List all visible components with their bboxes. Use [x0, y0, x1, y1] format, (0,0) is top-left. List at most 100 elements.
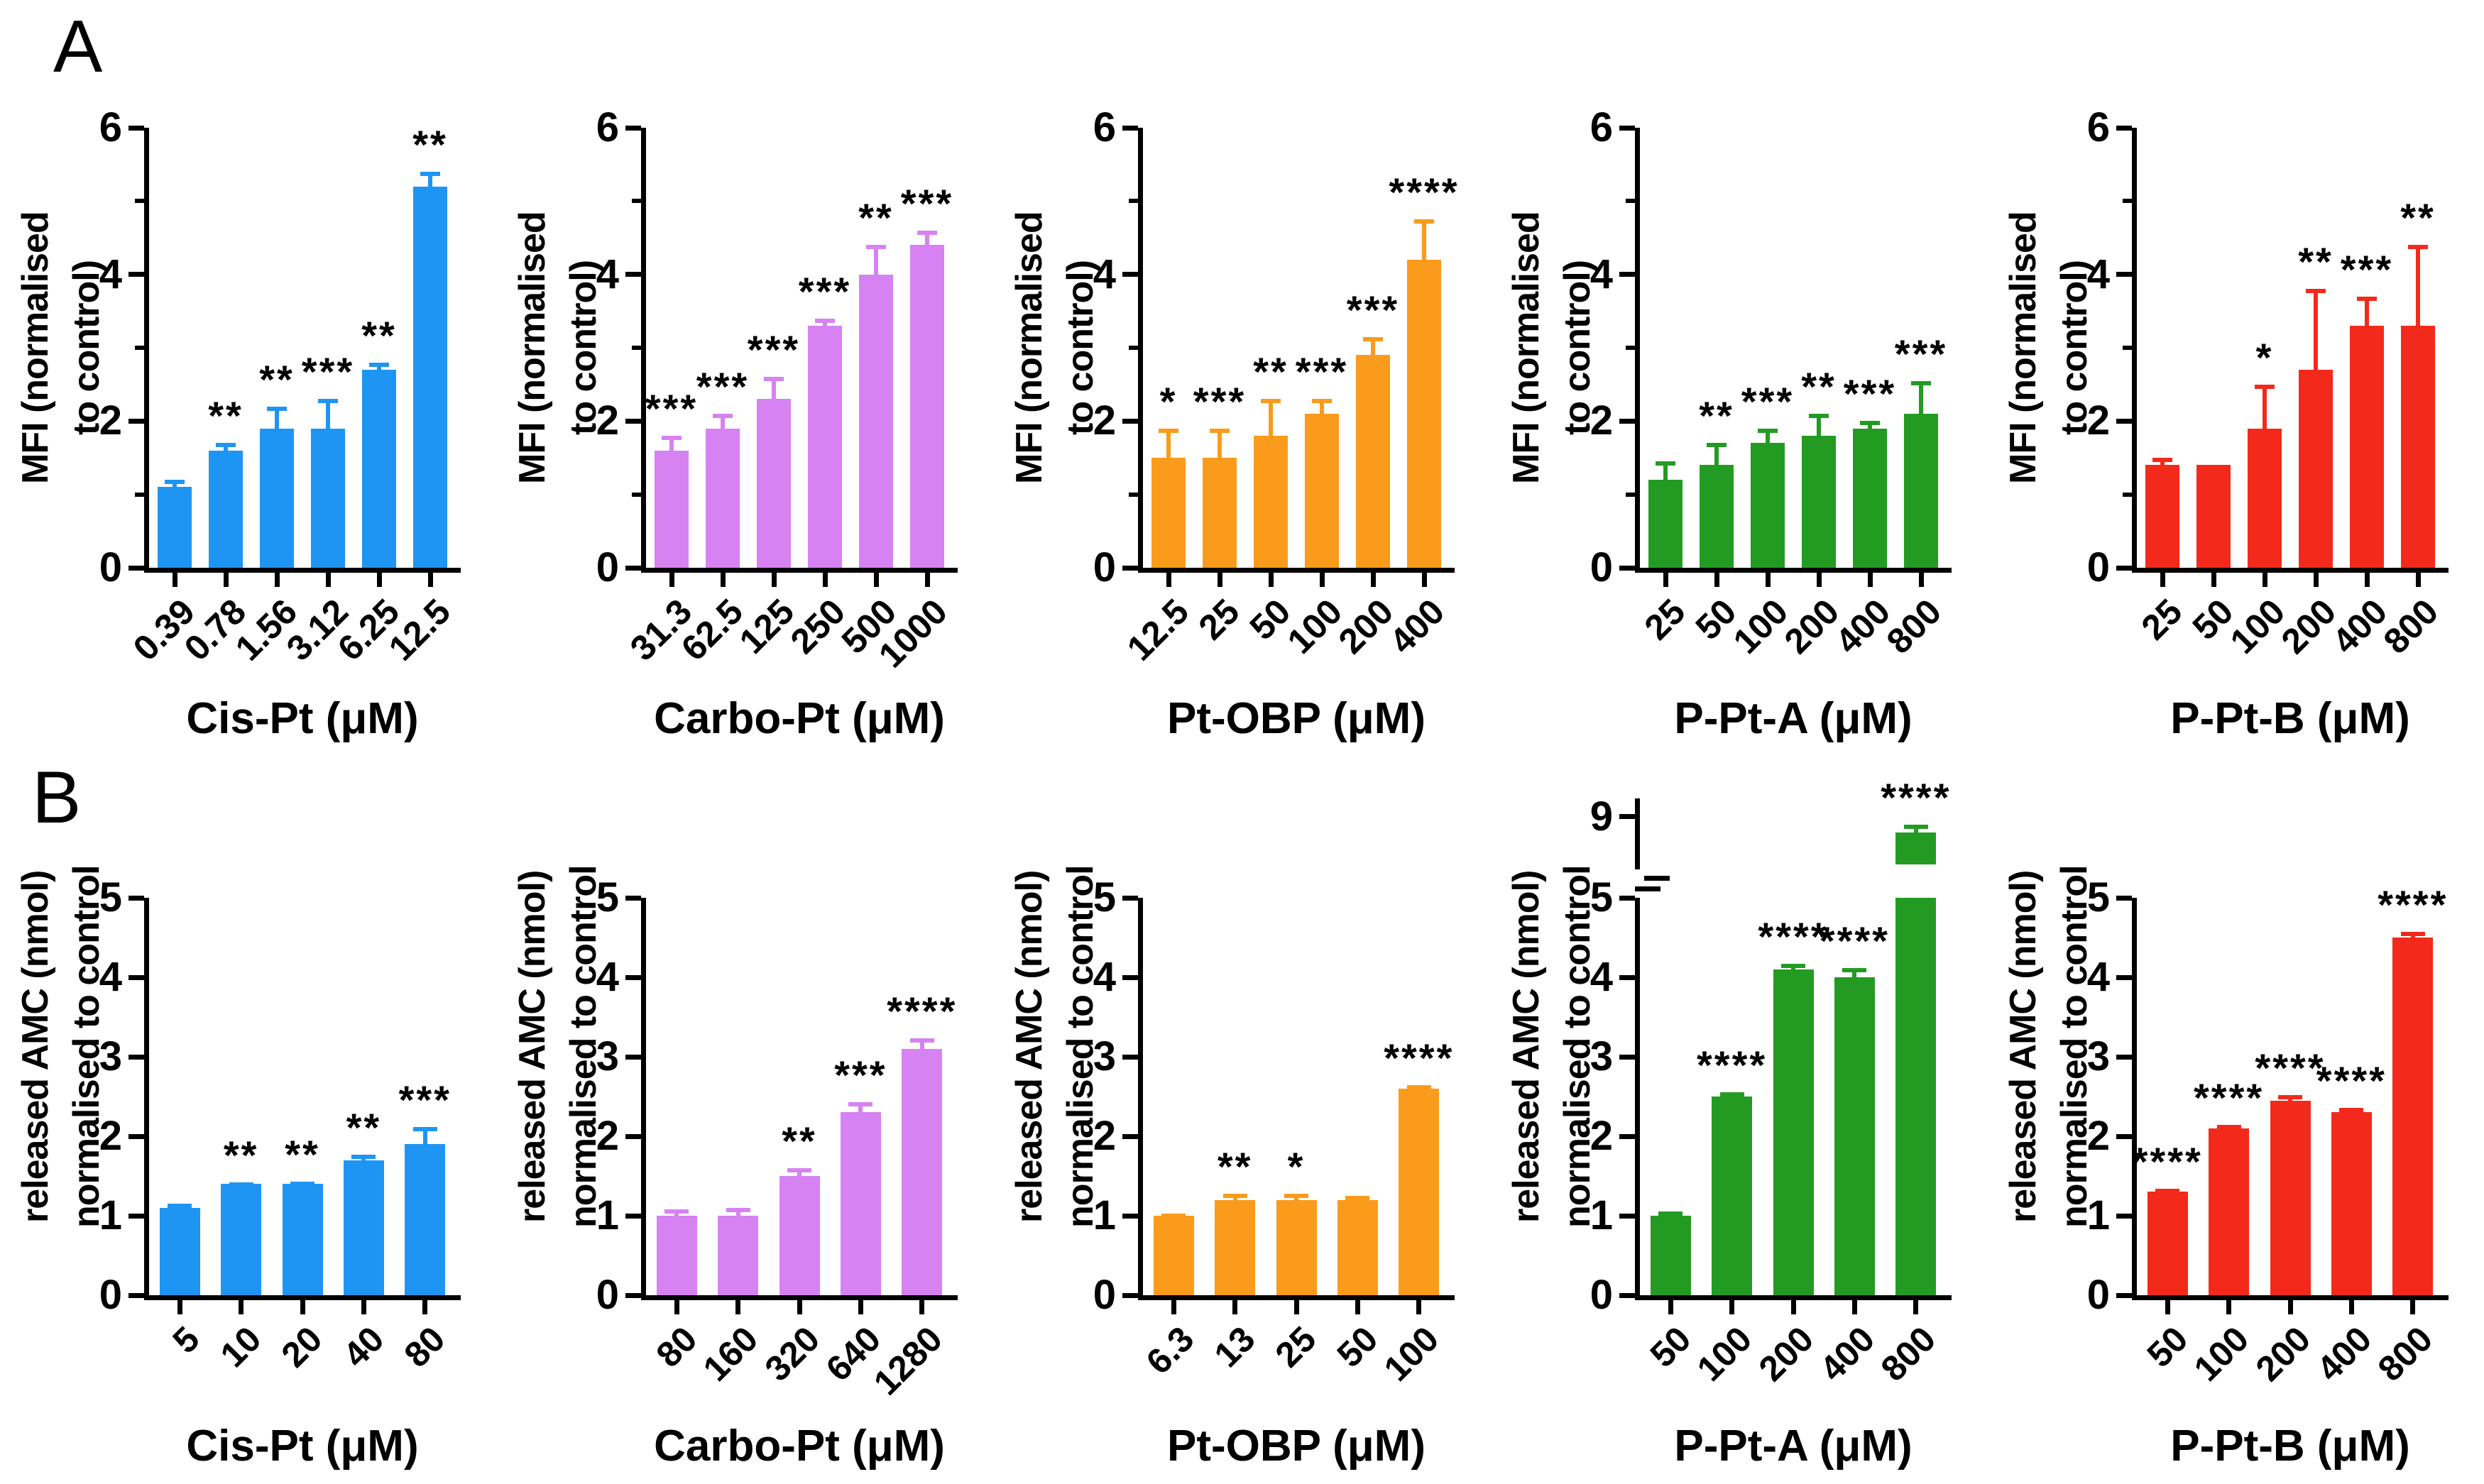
x-axis-title: Cis-Pt (μM): [186, 694, 419, 743]
significance-stars: ***: [747, 327, 801, 373]
y-axis-label-line: released AMC (nmol): [512, 870, 553, 1224]
y-minor-tick: [632, 492, 641, 497]
x-tick: [735, 1300, 741, 1314]
x-axis-line: [144, 1295, 461, 1300]
y-axis-label-line: MFI (normalised: [1009, 211, 1050, 484]
x-axis-title: Cis-Pt (μM): [186, 1422, 419, 1471]
significance-stars: *: [1287, 1143, 1306, 1189]
y-tick-label: 4: [1590, 954, 1613, 1000]
y-tick: [1619, 895, 1635, 901]
y-tick: [1619, 1054, 1635, 1060]
x-tick: [1268, 573, 1274, 587]
y-tick: [1619, 272, 1635, 277]
y-tick-label: 0: [2086, 544, 2110, 590]
y-tick-label: 3: [596, 1033, 619, 1079]
y-tick-label: 1: [1093, 1192, 1116, 1238]
error-bar-cap: [420, 172, 441, 176]
y-tick-label: 1: [596, 1192, 619, 1238]
y-tick-label: 4: [2086, 954, 2110, 1000]
y-tick-label: 2: [1590, 397, 1613, 444]
bar: [718, 1216, 759, 1295]
error-bar-cap: [290, 1181, 315, 1186]
y-axis-label-line: released AMC (nmol): [15, 870, 56, 1224]
bar: [2248, 428, 2282, 568]
x-tick: [361, 1300, 366, 1314]
bar: [1305, 414, 1339, 568]
y-axis-line: [1635, 128, 1640, 568]
x-tick: [1668, 1300, 1673, 1314]
bar: [1203, 458, 1237, 568]
significance-stars: **: [858, 195, 894, 241]
error-bar-cap: [2216, 1125, 2241, 1130]
y-tick: [2116, 1133, 2132, 1139]
error-bar-cap: [2339, 1107, 2364, 1112]
bar: [2270, 1100, 2311, 1295]
x-tick-label: 400: [1381, 591, 1452, 661]
bar: [2350, 326, 2384, 568]
error-bar-cap: [368, 362, 390, 367]
x-tick: [172, 573, 177, 587]
x-tick: [674, 1300, 679, 1314]
significance-stars: ***: [798, 268, 852, 314]
bar: [1904, 414, 1938, 568]
y-tick: [2116, 1054, 2132, 1060]
y-tick: [625, 1054, 641, 1060]
y-tick: [1122, 1054, 1138, 1060]
y-tick-label: 4: [1093, 954, 1116, 1000]
error-bar-cap: [215, 443, 236, 448]
y-tick: [625, 272, 641, 277]
error-bar: [428, 172, 432, 187]
x-tick: [1867, 573, 1873, 587]
y-tick-label: 4: [1093, 251, 1116, 297]
error-bar-cap: [848, 1101, 873, 1106]
x-axis-title: P-Pt-A (μM): [1674, 694, 1913, 743]
y-tick: [1122, 272, 1138, 277]
x-axis-line: [641, 568, 958, 573]
x-tick: [1171, 1300, 1176, 1314]
x-tick: [2160, 573, 2165, 587]
bar: [260, 428, 294, 568]
x-axis-line: [2132, 568, 2449, 573]
x-tick: [2165, 1300, 2170, 1314]
significance-stars: **: [2400, 195, 2436, 241]
bar: [1802, 436, 1836, 568]
y-axis-label: MFI (normalised to control): [1004, 128, 1110, 568]
error-bar: [1852, 967, 1857, 977]
x-tick-label: 20: [273, 1319, 330, 1375]
significance-stars: **: [1699, 393, 1734, 439]
error-bar-cap: [2356, 296, 2378, 301]
x-tick-label: 100: [1689, 1319, 1760, 1389]
error-bar: [1269, 399, 1273, 436]
x-tick: [1217, 573, 1222, 587]
x-tick: [1663, 573, 1668, 587]
y-tick-label: 2: [1590, 1113, 1613, 1159]
x-tick: [223, 573, 229, 587]
x-tick-label: 160: [695, 1319, 766, 1389]
bar: [362, 370, 396, 568]
y-tick-label: 2: [596, 1113, 619, 1159]
significance-stars: ****: [1758, 913, 1829, 959]
error-bar: [1422, 219, 1426, 260]
x-tick-label: 25: [1636, 591, 1693, 648]
error-bar: [2263, 384, 2267, 429]
bar: [757, 399, 791, 568]
error-bar: [422, 1126, 427, 1145]
y-tick-label: 2: [99, 1113, 122, 1159]
y-tick-label: 5: [1093, 874, 1116, 920]
x-tick-label: 50: [1642, 1319, 1699, 1375]
bar: [656, 1216, 697, 1295]
bar-chart-pt-obp: released AMC (nmol) normalised to control…: [994, 784, 1491, 1480]
significance-stars: ****: [2255, 1045, 2326, 1090]
x-tick: [2348, 1300, 2354, 1314]
plot-area: 0 1 2 3 4 5 80 160 ** 320 *** 640 **** 1280 Carbo-Pt (…: [596, 798, 958, 1470]
bar: [1407, 260, 1441, 568]
significance-stars: ****: [2316, 1057, 2387, 1103]
y-tick: [2116, 895, 2132, 901]
error-bar-cap: [1413, 219, 1435, 224]
error-bar-cap: [1284, 1193, 1309, 1198]
y-minor-tick: [1129, 346, 1138, 350]
significance-stars: ***: [398, 1077, 452, 1122]
y-tick: [625, 1213, 641, 1219]
error-bar-cap: [1706, 443, 1727, 448]
plot-area: 0 2 4 6 *** 31.3 *** 62.5 *** 125 *** 250 ** 500 *** 10…: [596, 106, 958, 742]
